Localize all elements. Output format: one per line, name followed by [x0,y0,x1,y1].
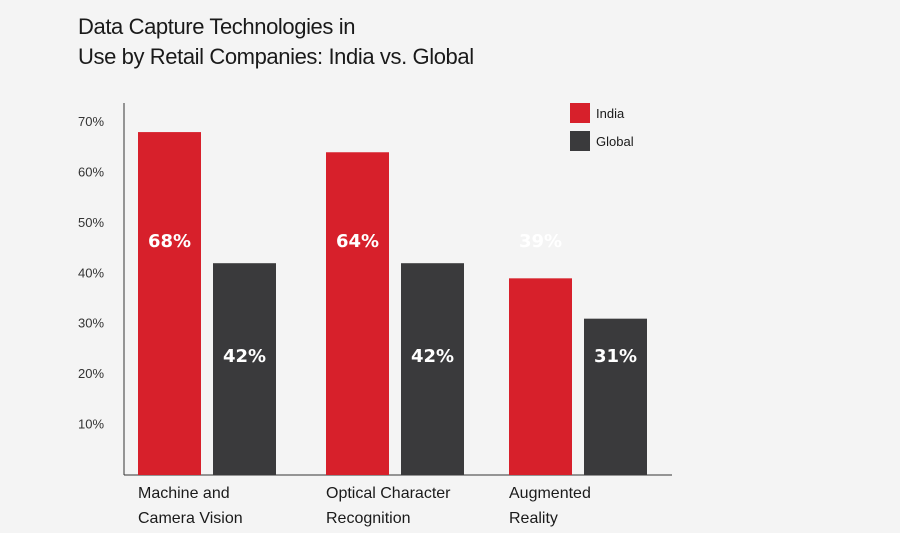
x-category-label: Augmented [509,485,591,502]
x-category-label: Recognition [326,510,411,527]
chart-title: Data Capture Technologies in Use by Reta… [78,14,474,69]
legend-label-global: Global [596,134,634,149]
data-label-global: 42% [411,346,454,367]
legend-swatch-global [570,131,590,151]
bar-india-2 [326,152,389,475]
bar-india-1 [138,132,201,476]
data-label-india: 39% [519,231,562,252]
data-label-india: 64% [336,231,379,252]
x-category-label: Machine and [138,485,230,502]
bar-global-1 [213,263,276,475]
bar-global-2 [401,263,464,475]
y-tick-label: 10% [78,417,104,432]
bar-india-3 [509,278,572,475]
bar-global-3 [584,318,647,475]
data-label-global: 31% [594,346,637,367]
y-tick-label: 60% [78,164,104,179]
y-tick-label: 20% [78,366,104,381]
data-label-global: 42% [223,346,266,367]
data-label-india: 68% [148,231,191,252]
x-category-label: Reality [509,510,558,527]
x-category-label: Optical Character [326,485,451,502]
legend-label-india: India [596,106,625,121]
y-tick-label: 70% [78,114,104,129]
y-tick-label: 40% [78,265,104,280]
y-tick-label: 50% [78,215,104,230]
x-category-label: Camera Vision [138,510,243,527]
legend-swatch-india [570,103,590,123]
y-tick-label: 30% [78,316,104,331]
